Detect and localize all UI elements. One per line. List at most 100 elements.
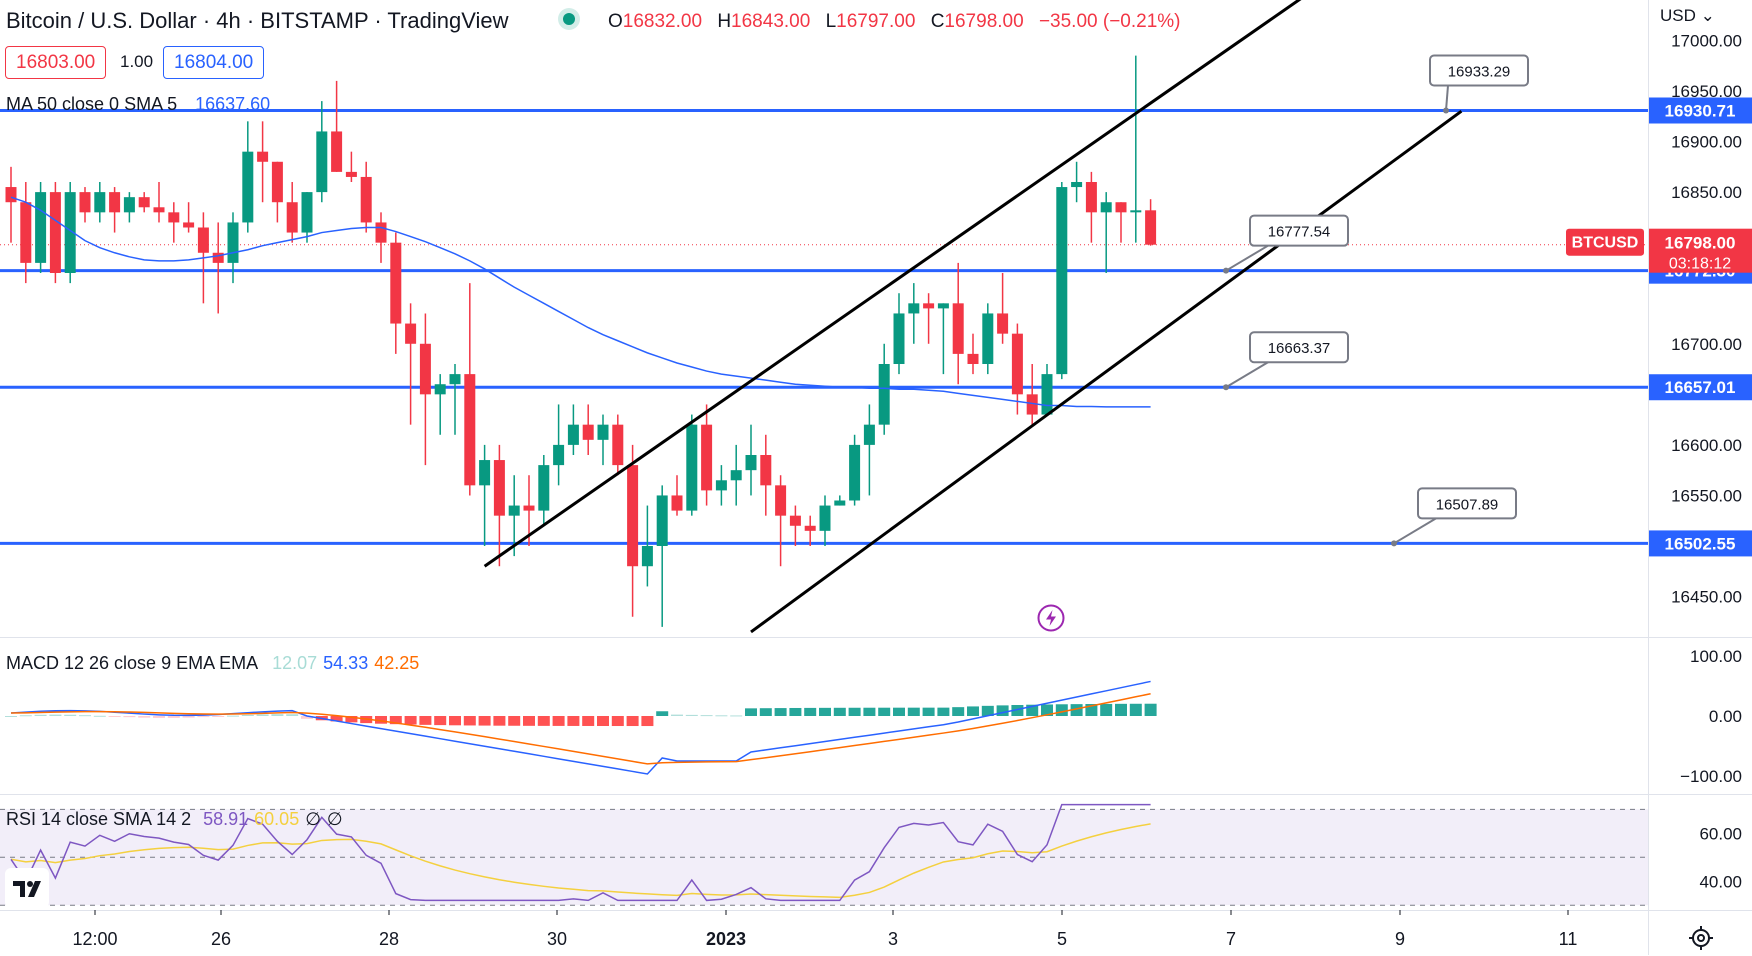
macd-histogram-bar: [922, 707, 935, 716]
macd-histogram-bar: [212, 716, 225, 717]
candle-body: [701, 424, 713, 491]
macd-histogram-bar: [597, 716, 609, 726]
rsi-line: [10, 803, 1151, 902]
macd-histogram-bar: [93, 715, 106, 717]
tradingview-logo-icon[interactable]: [5, 868, 49, 908]
sell-price-button[interactable]: 16803.00: [5, 46, 107, 79]
rsi-legend[interactable]: RSI 14 close SMA 14 2 58.91 60.05 ∅ ∅: [6, 809, 343, 830]
candle-body: [1026, 394, 1038, 415]
macd-legend[interactable]: MACD 12 26 close 9 EMA EMA 12.07 54.33 42.2…: [6, 653, 419, 674]
price-axis-tick: 16850.00: [1671, 183, 1742, 202]
candle-body: [863, 424, 875, 445]
candle-body: [49, 192, 61, 273]
macd-histogram-bar: [182, 716, 195, 718]
macd-hist-value: 12.07: [272, 653, 318, 673]
macd-signal-value: 42.25: [374, 653, 420, 673]
callout-label: 16777.54: [1268, 224, 1331, 241]
macd-histogram-bar: [1011, 705, 1024, 716]
macd-histogram-bar: [967, 706, 979, 716]
candle-body: [715, 480, 727, 491]
macd-histogram-bar: [508, 716, 521, 726]
callout-label: 16663.37: [1268, 340, 1331, 357]
macd-histogram-bar: [1085, 704, 1098, 716]
candle-body: [183, 222, 195, 228]
trend-channel-line: [750, 110, 1463, 634]
bar-countdown: 03:18:12: [1669, 256, 1731, 273]
macd-histogram-bar: [138, 716, 151, 718]
candle-body: [405, 323, 417, 344]
macd-histogram-bar: [863, 707, 876, 716]
lightning-icon[interactable]: [1036, 603, 1066, 633]
currency-label: USD: [1660, 6, 1696, 25]
macd-histogram-bar: [123, 716, 136, 718]
macd-histogram-bar: [671, 714, 683, 716]
macd-histogram-bar: [493, 716, 506, 726]
macd-histogram-bar: [952, 707, 965, 716]
candle-body: [641, 546, 653, 567]
gear-icon[interactable]: [1688, 925, 1714, 951]
macd-histogram-bar: [893, 707, 905, 716]
macd-histogram-bar: [759, 708, 772, 716]
callout-pointer: [1445, 85, 1449, 111]
candle-body: [760, 455, 772, 486]
candle-body: [582, 424, 594, 440]
candle-body: [982, 313, 994, 364]
candle-body: [316, 131, 328, 193]
candle-body: [1056, 187, 1068, 375]
macd-histogram-bar: [49, 714, 62, 716]
macd-axis-tick: −100.00: [1680, 767, 1742, 786]
candle-body: [79, 192, 91, 213]
candle-body: [271, 161, 283, 203]
price-axis-tick: 16700.00: [1671, 335, 1742, 354]
rsi-label: RSI 14 close SMA 14 2: [6, 809, 192, 829]
candle-body: [375, 222, 387, 243]
candle-body: [952, 303, 964, 354]
time-axis-tick: 9: [1395, 929, 1405, 949]
ma-legend[interactable]: MA 50 close 0 SMA 5 16637.60: [6, 94, 270, 115]
macd-histogram-bar: [5, 716, 17, 717]
time-axis-tick: 3: [888, 929, 898, 949]
candle-body: [5, 187, 17, 203]
macd-histogram-bar: [34, 714, 47, 716]
candle-body: [686, 424, 698, 511]
macd-histogram-bar: [745, 708, 757, 716]
ohlc-legend: O16832.00 H16843.00 L16797.00 C16798.00 …: [608, 11, 1191, 33]
candle-body: [345, 171, 357, 177]
rsi-value: 58.91: [203, 809, 249, 829]
macd-histogram-bar: [1041, 704, 1053, 716]
candle-body: [64, 192, 76, 273]
callout-pointer: [1225, 361, 1269, 389]
macd-histogram-bar: [907, 707, 920, 716]
candle-body: [923, 303, 935, 309]
price-axis-tick: 16550.00: [1671, 486, 1742, 505]
level-price-label-bg: [1649, 530, 1752, 557]
macd-histogram-bar: [241, 714, 254, 716]
macd-histogram-bar: [64, 714, 77, 716]
candle-body: [878, 364, 890, 425]
candle-body: [493, 460, 505, 516]
level-price-label-bg: [1649, 97, 1752, 124]
price-axis-tick: 17000.00: [1671, 31, 1742, 50]
macd-histogram-bar: [330, 716, 343, 722]
macd-histogram-bar: [256, 714, 269, 716]
macd-histogram-bar: [685, 714, 698, 716]
currency-selector[interactable]: USD ⌄: [1660, 6, 1715, 26]
macd-histogram-bar: [1026, 704, 1039, 716]
time-axis-tick: 5: [1057, 929, 1067, 949]
candle-body: [1115, 202, 1127, 213]
macd-histogram-bar: [434, 716, 447, 726]
buy-price-button[interactable]: 16804.00: [163, 46, 265, 79]
candle-body: [434, 384, 446, 395]
chevron-down-icon: ⌄: [1700, 6, 1715, 25]
time-axis-tick: 26: [211, 929, 231, 949]
market-open-indicator: [563, 13, 575, 25]
candle-body: [1145, 210, 1157, 245]
macd-histogram-bar: [996, 705, 1009, 716]
rsi-axis-tick: 60.00: [1699, 824, 1742, 843]
time-axis-tick: 12:00: [72, 929, 117, 949]
last-price-tag-bg: [1649, 228, 1752, 273]
candle-body: [627, 465, 639, 567]
callout-pointer: [1393, 517, 1437, 545]
macd-histogram-bar: [108, 716, 121, 717]
